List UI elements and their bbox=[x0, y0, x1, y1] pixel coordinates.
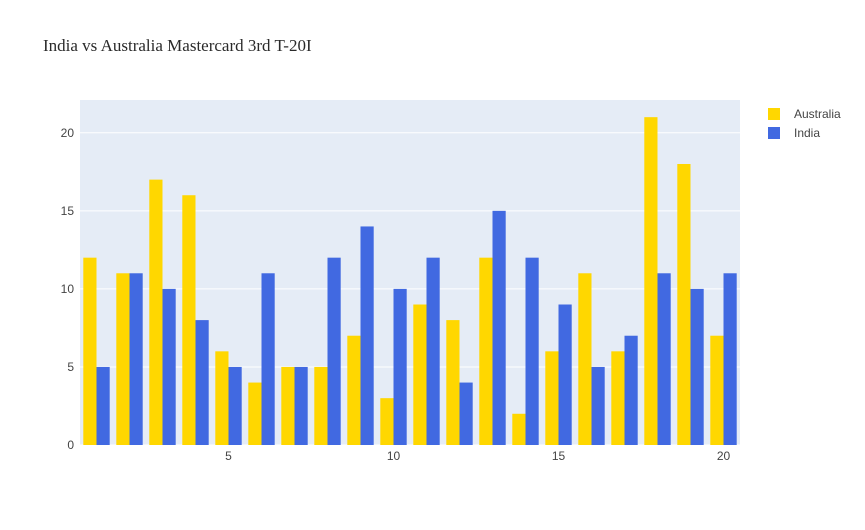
bar-india-6 bbox=[261, 273, 275, 445]
bar-india-10 bbox=[393, 288, 407, 445]
bar-india-12 bbox=[459, 382, 473, 445]
bar-australia-13 bbox=[479, 257, 493, 445]
y-tick-label: 0 bbox=[67, 438, 74, 452]
plot-background bbox=[80, 100, 740, 445]
bar-australia-19 bbox=[677, 164, 691, 445]
bar-india-19 bbox=[690, 288, 704, 445]
x-tick-label: 15 bbox=[552, 449, 566, 463]
y-tick-label: 10 bbox=[61, 282, 75, 296]
legend-label-australia: Australia bbox=[794, 107, 841, 121]
legend-swatch-india bbox=[768, 127, 780, 139]
bar-india-4 bbox=[195, 320, 209, 445]
bar-india-18 bbox=[657, 273, 671, 445]
bar-india-5 bbox=[228, 366, 242, 445]
bar-india-20 bbox=[723, 273, 737, 445]
bar-india-15 bbox=[558, 304, 572, 445]
bar-australia-5 bbox=[215, 351, 229, 445]
y-tick-label: 5 bbox=[67, 360, 74, 374]
bar-india-8 bbox=[327, 257, 341, 445]
bar-india-13 bbox=[492, 210, 506, 445]
bar-india-7 bbox=[294, 366, 308, 445]
bar-india-1 bbox=[96, 366, 110, 445]
y-tick-label: 20 bbox=[61, 126, 75, 140]
bar-australia-9 bbox=[347, 335, 361, 445]
bar-australia-16 bbox=[578, 273, 592, 445]
bar-india-17 bbox=[624, 335, 638, 445]
x-tick-label: 5 bbox=[225, 449, 232, 463]
bar-australia-2 bbox=[116, 273, 130, 445]
legend-swatch-australia bbox=[768, 108, 780, 120]
bar-australia-7 bbox=[281, 366, 295, 445]
x-tick-label: 20 bbox=[717, 449, 731, 463]
bar-australia-14 bbox=[512, 413, 526, 445]
y-tick-label: 15 bbox=[61, 204, 75, 218]
bar-india-14 bbox=[525, 257, 539, 445]
bar-australia-18 bbox=[644, 117, 658, 446]
x-tick-label: 10 bbox=[387, 449, 401, 463]
bar-australia-1 bbox=[83, 257, 97, 445]
bar-australia-10 bbox=[380, 398, 394, 445]
bar-india-16 bbox=[591, 366, 605, 445]
legend-label-india: India bbox=[794, 126, 820, 140]
bar-australia-15 bbox=[545, 351, 559, 445]
bar-australia-4 bbox=[182, 195, 196, 445]
bar-australia-8 bbox=[314, 366, 328, 445]
bar-india-11 bbox=[426, 257, 440, 445]
chart-title: India vs Australia Mastercard 3rd T-20I bbox=[43, 36, 312, 55]
bar-australia-12 bbox=[446, 320, 460, 445]
bar-australia-3 bbox=[149, 179, 163, 445]
bar-australia-11 bbox=[413, 304, 427, 445]
bar-australia-20 bbox=[710, 335, 724, 445]
bar-india-2 bbox=[129, 273, 143, 445]
bar-australia-6 bbox=[248, 382, 262, 445]
bar-australia-17 bbox=[611, 351, 625, 445]
bar-india-9 bbox=[360, 226, 374, 445]
bar-india-3 bbox=[162, 288, 176, 445]
